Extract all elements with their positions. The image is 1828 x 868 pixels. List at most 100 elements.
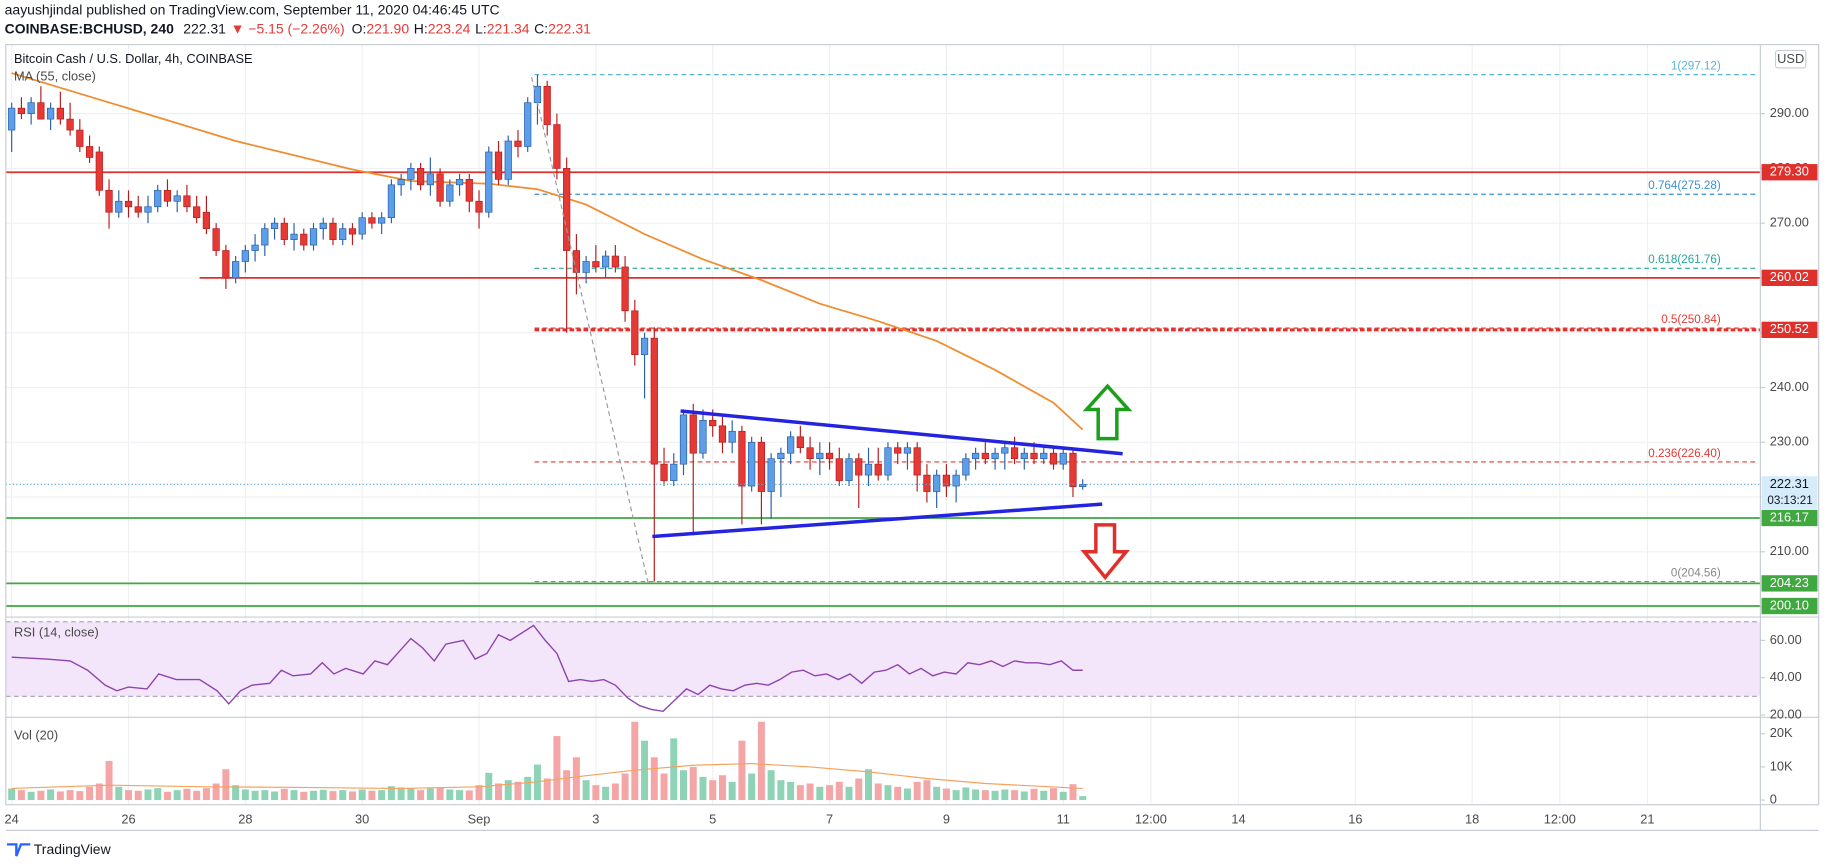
candle-body [183,195,191,208]
x-tick-label: 14 [1231,811,1245,826]
x-tick-label: 9 [943,811,950,826]
symbol: COINBASE:BCHUSD, 240 [5,20,174,36]
volume-bar [465,790,473,801]
volume-bar [923,780,931,801]
level-label: 200.10 [1770,597,1809,612]
trendline [652,502,1103,539]
candle-body [611,255,619,268]
volume-bar [787,781,795,801]
x-tick-label: 24 [5,811,19,826]
candle-body [465,179,473,202]
fib-label: 0(204.56) [1671,566,1721,579]
candle-body [1020,452,1028,460]
volume-bar [942,788,950,801]
y-tick-label: 0 [1770,791,1777,806]
candle-body [689,414,697,454]
volume-bar [757,721,765,801]
ohlc-value: 223.24 [428,20,471,36]
x-tick-label: 30 [355,811,369,826]
candle-body [232,261,240,279]
volume-bar [991,790,999,801]
candle-body [95,151,103,191]
volume-bar [670,738,678,801]
volume-bar [56,791,64,801]
volume-bar [748,773,756,801]
candle-body [193,206,201,219]
x-tick-label: 12:00 [1544,811,1576,826]
y-tick-label: 290.00 [1770,105,1809,120]
candle-body [163,189,172,202]
y-tick-label: 20.00 [1770,706,1802,721]
volume-bar [417,790,425,801]
volume-bar [193,790,201,801]
volume-bar [310,790,318,801]
candle-body [728,430,736,443]
volume-bar [524,776,532,801]
volume-bar [1069,784,1077,801]
candle-body [933,474,941,492]
volume-bar [348,791,356,801]
volume-bar [339,790,347,801]
candle-body [358,217,366,235]
candle-body [884,447,892,476]
candle-body [816,452,824,460]
author-line: aayushjindal published on TradingView.co… [5,1,500,17]
candle-body [709,419,717,427]
volume-bar [222,769,230,801]
candle-body [1001,447,1009,454]
fib-label: 0.764(275.28) [1648,179,1721,192]
fib-label: 1(297.12) [1671,60,1721,73]
volume-bar [1030,788,1038,801]
volume-bar [1001,789,1009,801]
ohlc-key: H: [414,20,428,36]
y-tick-label: 240.00 [1770,379,1809,394]
level-label: 260.02 [1770,269,1809,284]
x-tick-label: 7 [826,811,833,826]
ohlc-value: 222.31 [548,20,591,36]
volume-bar [631,721,639,801]
y-tick-label: 270.00 [1770,215,1809,230]
candle-body [699,419,707,454]
candle-body [553,124,561,169]
candle-body [202,211,211,229]
candle-body [212,228,220,251]
arrow-up [1082,383,1133,441]
candle-body [903,447,912,454]
volume-bar [543,778,551,801]
volume-bar [241,789,249,801]
candle-body [504,140,512,180]
candle-body [757,441,766,492]
y-tick-label: 230.00 [1770,434,1809,449]
volume-bar [728,781,736,801]
volume-bar [27,791,35,801]
candle-body [514,140,522,147]
volume-bar [1020,791,1028,801]
ma-line [11,72,1084,431]
candle-body [270,222,279,229]
countdown: 03:13:21 [1767,494,1812,507]
candle-body [485,151,493,213]
volume-bar [709,780,717,801]
volume-bar [446,789,454,801]
volume-bar [368,790,376,801]
candle-body [1069,452,1077,487]
level-label: 216.17 [1770,509,1809,524]
level-label-box [1761,509,1818,527]
volume-bar [8,788,16,801]
volume-bar [144,789,152,801]
candle-body [621,266,629,312]
unit-button[interactable] [1774,49,1807,69]
candle-body [8,107,16,131]
volume-bar [212,783,220,801]
volume-bar [650,757,658,801]
volume-bar [952,790,960,801]
volume-bar [680,770,688,801]
level-label: 279.30 [1770,164,1809,179]
candle-body [1010,447,1019,460]
volume-bar [699,776,707,801]
volume-bar [456,790,464,801]
volume-bar [641,740,649,801]
volume-bar [154,788,162,801]
volume-bar [397,787,405,801]
